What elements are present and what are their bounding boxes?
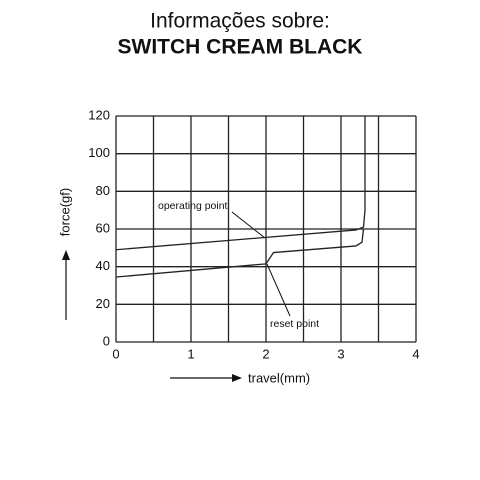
x-tick-label: 0 — [112, 346, 119, 361]
force-curve — [115, 228, 365, 278]
annotation: operating point — [158, 200, 228, 212]
x-tick-label: 3 — [337, 346, 344, 361]
annotation-leader — [266, 263, 291, 317]
y-tick-label: 0 — [103, 333, 110, 348]
y-tick-label: 40 — [96, 258, 110, 273]
y-tick-label: 20 — [96, 296, 110, 311]
y-axis-label: force(gf) — [57, 188, 72, 236]
x-tick-label: 1 — [187, 346, 194, 361]
x-tick-label: 2 — [262, 346, 269, 361]
x-axis-label: travel(mm) — [248, 370, 310, 385]
y-tick-label: 80 — [96, 183, 110, 198]
y-tick-label: 100 — [88, 145, 110, 160]
annotation: reset point — [270, 318, 319, 330]
x-tick-label: 4 — [412, 346, 419, 361]
chart-title: Informações sobre: — [150, 10, 330, 33]
annotation-leader — [231, 211, 266, 239]
x-arrow-head — [232, 374, 242, 382]
y-tick-label: 60 — [96, 220, 110, 235]
y-tick-label: 120 — [88, 107, 110, 122]
chart-subtitle: SWITCH CREAM BLACK — [118, 36, 363, 59]
force-curve — [115, 116, 366, 251]
y-arrow-head — [62, 250, 70, 260]
